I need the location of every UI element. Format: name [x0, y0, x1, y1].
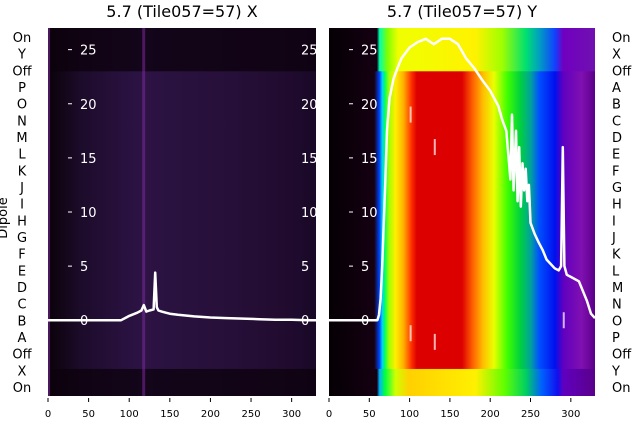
- x-ytick-label-right-20: 20: [301, 98, 318, 113]
- x-dipole-label-2: Off: [12, 348, 32, 363]
- x-dipole-label-5: C: [17, 298, 26, 313]
- y-xtick-label-0: 0: [326, 409, 332, 420]
- x-panel-title: 5.7 (Tile057=57) X: [106, 2, 257, 21]
- x-xtick-label-50: 50: [82, 409, 95, 420]
- x-dipole-label-19: Off: [12, 64, 32, 79]
- x-xtick-label-250: 250: [241, 409, 260, 420]
- y-xtick-label-250: 250: [521, 409, 540, 420]
- dipole-axis-label: Dipole: [0, 197, 11, 238]
- x-ytick-label-10: 10: [80, 206, 97, 221]
- y-ytick-label-0: 0: [361, 314, 369, 329]
- x-dipole-label-21: On: [13, 31, 31, 46]
- y-bottom-band: [329, 368, 595, 396]
- x-xtick-label-0: 0: [45, 409, 51, 420]
- x-dipole-label-20: Y: [17, 48, 26, 63]
- y-dipole-label-17: B: [612, 98, 621, 113]
- y-spot-0: [409, 106, 412, 123]
- x-edge-stripe: [48, 28, 50, 396]
- x-dipole-label-10: H: [17, 214, 27, 229]
- y-dipole-label-20: X: [612, 48, 621, 63]
- y-dipole-label-8: K: [612, 248, 621, 263]
- x-dipole-label-9: G: [17, 231, 27, 246]
- y-xtick-label-150: 150: [440, 409, 459, 420]
- x-ytick-label-right-15: 15: [301, 152, 318, 167]
- y-ytick-label-10: 10: [361, 206, 378, 221]
- y-dipole-label-6: M: [612, 281, 623, 296]
- x-dipole-label-11: I: [20, 198, 24, 213]
- y-dipole-label-16: C: [612, 114, 621, 129]
- y-xtick-label-200: 200: [481, 409, 500, 420]
- x-ytick-label-20: 20: [80, 98, 97, 113]
- x-dipole-label-6: D: [17, 281, 27, 296]
- x-dipole-label-4: B: [18, 314, 27, 329]
- y-dipole-label-13: F: [612, 164, 619, 179]
- y-dipole-label-10: I: [612, 214, 616, 229]
- y-dipole-label-19: Off: [612, 64, 632, 79]
- y-dipole-label-7: L: [612, 264, 620, 279]
- y-dipole-label-5: N: [612, 298, 622, 313]
- x-dipole-label-13: K: [18, 164, 27, 179]
- x-dipole-label-8: F: [18, 248, 25, 263]
- y-heatmap: [329, 28, 595, 396]
- x-ytick-label-right-25: 25: [301, 44, 318, 59]
- y-dipole-label-4: O: [612, 314, 622, 329]
- y-spot-2: [433, 333, 436, 350]
- x-ytick-label-25: 25: [80, 44, 97, 59]
- y-spot-1: [433, 139, 436, 156]
- y-spot-3: [409, 325, 412, 342]
- x-dipole-label-0: On: [13, 381, 31, 396]
- x-series-line-0: [48, 271, 316, 322]
- x-dipole-label-18: P: [18, 81, 26, 96]
- x-dipole-label-16: N: [17, 114, 27, 129]
- x-heatmap: [48, 28, 316, 396]
- y-dipole-label-3: P: [612, 331, 620, 346]
- y-dipole-label-18: A: [612, 81, 621, 96]
- x-xtick-label-200: 200: [201, 409, 220, 420]
- x-ridge-stripe: [142, 28, 146, 396]
- y-spot-4: [562, 312, 565, 329]
- y-ytick-label-25: 25: [361, 44, 378, 59]
- x-dipole-label-17: O: [17, 98, 27, 113]
- y-dipole-label-15: D: [612, 131, 622, 146]
- y-dipole-label-9: J: [611, 231, 616, 246]
- y-ytick-label-15: 15: [361, 152, 378, 167]
- x-ytick-label-right-5: 5: [301, 260, 309, 275]
- y-xtick-label-300: 300: [561, 409, 580, 420]
- y-series-line-0: [329, 37, 596, 322]
- x-xtick-label-300: 300: [282, 409, 301, 420]
- y-dipole-label-0: On: [612, 381, 630, 396]
- y-panel-title: 5.7 (Tile057=57) Y: [387, 2, 537, 21]
- y-dipole-label-2: Off: [612, 348, 632, 363]
- y-xtick-label-50: 50: [363, 409, 376, 420]
- y-dipole-label-21: On: [612, 31, 630, 46]
- y-dipole-label-14: E: [612, 148, 620, 163]
- y-ytick-label-20: 20: [361, 98, 378, 113]
- x-dipole-label-15: M: [16, 131, 27, 146]
- x-ytick-label-right-0: 0: [301, 314, 309, 329]
- x-dipole-label-1: X: [18, 364, 27, 379]
- x-ytick-label-0: 0: [80, 314, 88, 329]
- x-top-band: [48, 28, 316, 72]
- x-dipole-label-7: E: [18, 264, 26, 279]
- y-xtick-label-100: 100: [400, 409, 419, 420]
- x-xtick-label-150: 150: [160, 409, 179, 420]
- x-xtick-label-100: 100: [120, 409, 139, 420]
- x-dipole-label-14: L: [18, 148, 26, 163]
- x-ytick-label-5: 5: [80, 260, 88, 275]
- x-ytick-label-15: 15: [80, 152, 97, 167]
- x-dipole-label-3: A: [18, 331, 27, 346]
- x-bottom-band: [48, 368, 316, 396]
- y-dipole-label-1: Y: [611, 364, 620, 379]
- x-dipole-label-12: J: [19, 181, 24, 196]
- y-dipole-label-12: G: [612, 181, 622, 196]
- x-ytick-label-right-10: 10: [301, 206, 318, 221]
- y-ytick-label-5: 5: [361, 260, 369, 275]
- y-dipole-label-11: H: [612, 198, 622, 213]
